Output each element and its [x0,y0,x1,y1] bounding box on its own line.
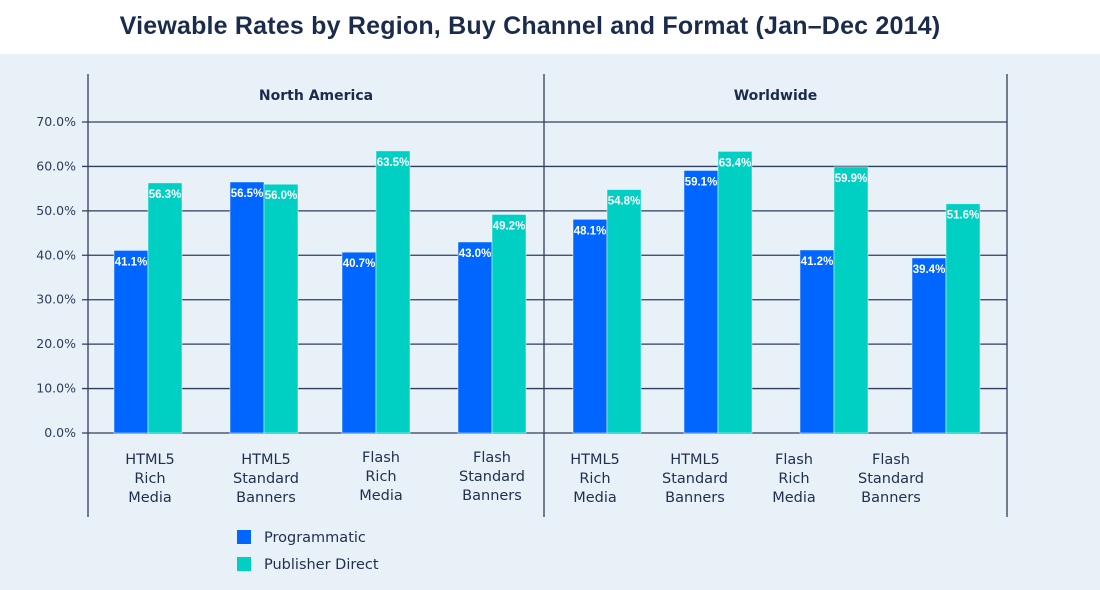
bar-publisher-direct [945,203,981,434]
category-label: Standard [662,471,728,487]
bar-programmatic [799,249,835,434]
y-tick-label: 0.0% [44,425,76,440]
bar-publisher-direct [147,182,183,434]
category-label: Media [573,490,617,506]
y-tick-label: 70.0% [36,114,76,129]
data-label: 41.2% [801,256,834,268]
category-label: Flash [775,452,813,468]
category-label: Media [359,488,403,504]
data-label: 63.4% [719,157,752,169]
category-label: HTML5 [570,452,620,468]
bar-programmatic [341,251,377,434]
category-label: Rich [778,471,809,487]
data-label: 56.5% [231,188,264,200]
legend-label: Programmatic [264,530,366,546]
bar-programmatic [457,241,493,434]
panel-title-north-america: North America [259,88,373,104]
category-label: Standard [459,469,525,485]
bar-programmatic [572,218,608,434]
category-label: Banners [665,490,725,506]
category-label: HTML5 [241,452,291,468]
data-label: 59.9% [835,173,868,185]
category-label: Banners [462,488,522,504]
category-label: HTML5 [670,452,720,468]
y-tick-label: 10.0% [36,381,76,396]
bar-publisher-direct [375,150,411,434]
panel-title-worldwide: Worldwide [734,88,818,104]
data-label: 39.4% [913,264,946,276]
bar-publisher-direct [606,189,642,434]
y-tick-label: 40.0% [36,247,76,262]
category-label: Standard [858,471,924,487]
y-tick-label: 50.0% [36,203,76,218]
category-label: Banners [861,490,921,506]
category-label: Standard [233,471,299,487]
data-label: 49.2% [493,220,526,232]
bar-publisher-direct [717,150,753,434]
y-tick-label: 30.0% [36,292,76,307]
category-label: Rich [579,471,610,487]
data-label: 56.0% [265,190,298,202]
category-label: Flash [473,450,511,466]
y-tick-label: 60.0% [36,158,76,173]
data-label: 63.5% [377,157,410,169]
legend-label: Publisher Direct [264,557,379,573]
bar-publisher-direct [491,214,527,434]
category-label: Banners [236,490,296,506]
legend-swatch-programmatic [237,530,251,544]
category-label: Flash [362,450,400,466]
data-label: 41.1% [115,256,148,268]
data-label: 43.0% [459,248,492,260]
bar-programmatic [229,181,265,434]
category-label: Media [128,490,172,506]
category-label: HTML5 [125,452,175,468]
category-label: Flash [872,452,910,468]
data-label: 48.1% [574,225,607,237]
legend-swatch-publisher-direct [237,557,251,571]
data-label: 54.8% [608,196,641,208]
data-label: 59.1% [685,176,718,188]
data-label: 51.6% [947,210,980,222]
bar-programmatic [683,170,719,434]
chart-title: Viewable Rates by Region, Buy Channel an… [119,12,941,40]
bar-programmatic [113,249,149,434]
category-label: Rich [365,469,396,485]
category-label: Media [772,490,816,506]
bar-publisher-direct [833,166,869,434]
data-label: 56.3% [149,189,182,201]
category-label: Rich [134,471,165,487]
bar-publisher-direct [263,183,299,434]
bar-programmatic [911,257,947,434]
data-label: 40.7% [343,258,376,270]
y-tick-label: 20.0% [36,336,76,351]
